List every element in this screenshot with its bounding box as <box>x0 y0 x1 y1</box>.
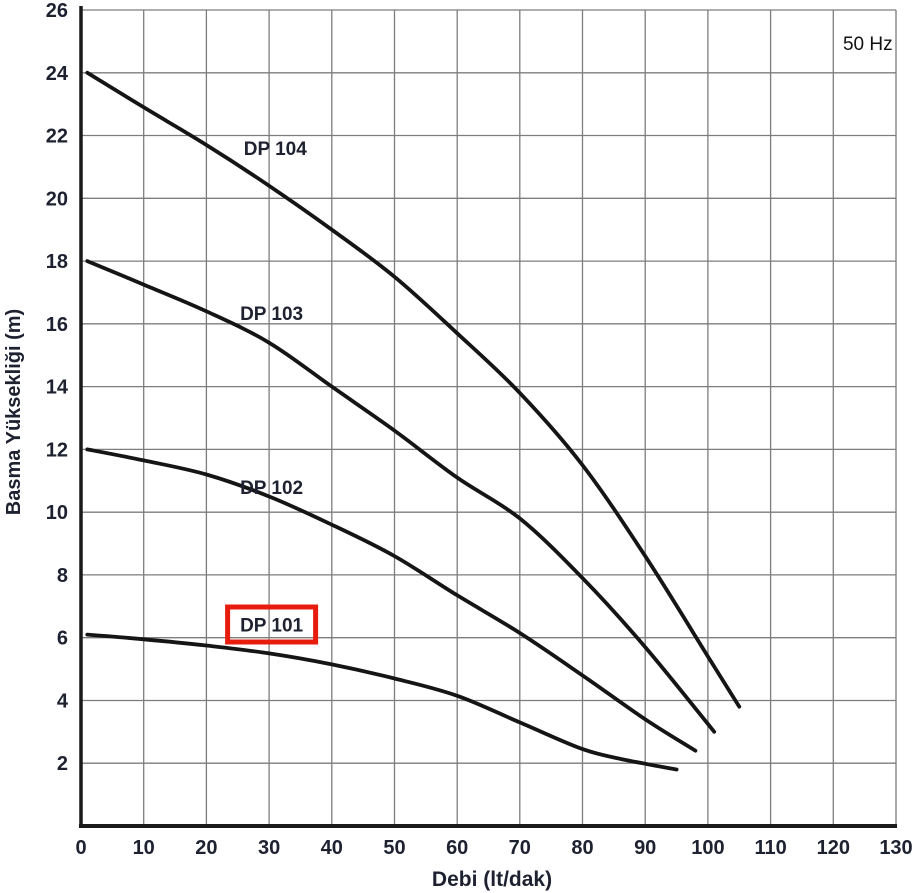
x-axis-title: Debi (lt/dak) <box>432 868 552 891</box>
axis-tick-labels: 0 10 20 30 40 50 60 70 80 90 100 110 120 130246810121… <box>46 0 913 859</box>
curve-dp-102 <box>85 447 698 753</box>
x-tick-label: 10 <box>133 837 155 859</box>
y-tick-label: 8 <box>57 565 68 587</box>
curve-dp-101 <box>85 632 679 772</box>
y-tick-label: 6 <box>57 628 68 650</box>
curve-annotations: DP 104 DP 103 DP 102 DP 101 <box>225 139 319 645</box>
x-tick-label: 0 <box>75 837 86 859</box>
y-tick-label: 2 <box>57 753 68 775</box>
y-tick-label: 10 <box>46 502 68 524</box>
y-tick-label: 16 <box>46 314 68 336</box>
x-tick-label: 130 <box>879 837 912 859</box>
grid-lines <box>80 9 897 826</box>
y-tick-label: 26 <box>46 0 68 22</box>
pump-curves <box>85 70 742 772</box>
x-tick-label: 30 <box>258 837 280 859</box>
x-tick-label: 110 <box>754 837 786 859</box>
curve-label-dp-103: DP 103 <box>240 304 303 325</box>
y-tick-label: 24 <box>46 63 69 85</box>
y-tick-label: 12 <box>46 439 68 461</box>
x-tick-label: 20 <box>195 837 217 859</box>
curve-dp-104 <box>85 70 742 709</box>
x-tick-label: 90 <box>634 837 656 859</box>
x-tick-label: 60 <box>446 837 468 859</box>
highlight-box <box>225 604 319 645</box>
y-tick-label: 20 <box>46 188 68 210</box>
y-tick-label: 4 <box>57 691 69 713</box>
y-tick-label: 22 <box>46 126 68 148</box>
y-axis-title: Basma Yüksekliği (m) <box>3 309 25 515</box>
curve-label-dp-104: DP 104 <box>244 139 307 160</box>
x-tick-label: 50 <box>383 837 405 859</box>
x-tick-label: 120 <box>817 837 850 859</box>
frequency-label: 50 Hz <box>843 34 893 55</box>
curve-label-dp-102: DP 102 <box>240 478 303 499</box>
x-tick-label: 100 <box>691 837 724 859</box>
curve-dp-103 <box>85 259 717 734</box>
x-tick-label: 70 <box>509 837 531 859</box>
curve-label-dp-101: DP 101 <box>240 616 303 637</box>
y-tick-label: 18 <box>46 251 68 273</box>
axes <box>79 6 897 828</box>
x-tick-label: 40 <box>321 837 343 859</box>
x-tick-label: 80 <box>571 837 593 859</box>
y-tick-label: 14 <box>46 377 69 399</box>
